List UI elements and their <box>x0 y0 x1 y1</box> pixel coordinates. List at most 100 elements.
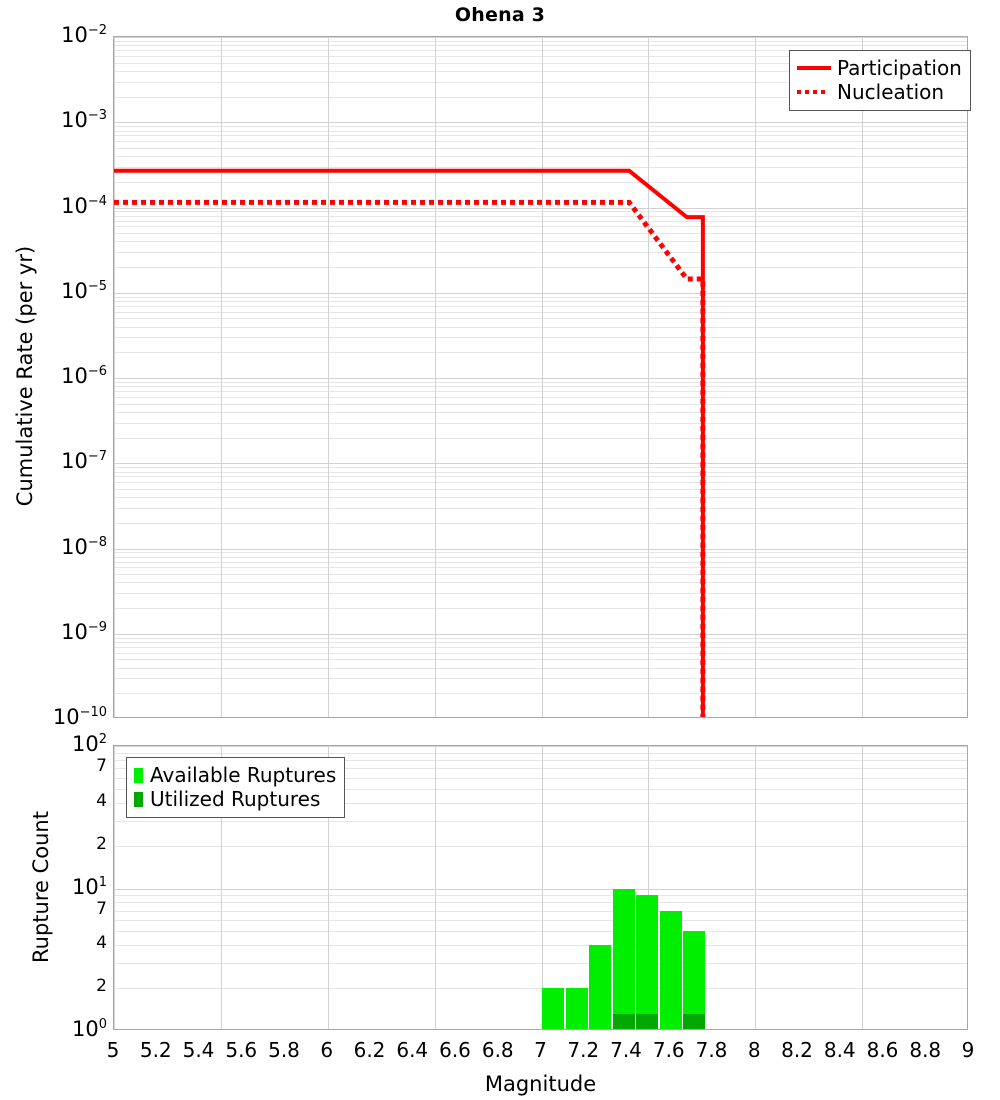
gridline <box>114 82 967 83</box>
gridline <box>114 562 967 563</box>
gridline <box>114 803 967 804</box>
gridline <box>328 37 329 717</box>
gridline <box>114 931 967 932</box>
x-tick-label: 7.4 <box>610 1038 642 1062</box>
gridline <box>114 760 967 761</box>
x-tick-label: 6.6 <box>439 1038 471 1062</box>
curve-legend[interactable]: Participation Nucleation <box>789 50 971 111</box>
gridline <box>114 582 967 583</box>
gridline <box>114 221 967 222</box>
y-tick-label: 2 <box>96 833 107 854</box>
legend-item-participation[interactable]: Participation <box>797 56 962 80</box>
gridline <box>114 642 967 643</box>
gridline <box>114 552 967 553</box>
x-tick-label: 7.8 <box>695 1038 728 1062</box>
gridline <box>114 301 967 302</box>
legend-item-available-ruptures[interactable]: Available Ruptures <box>134 763 336 787</box>
y-tick-label: 102 <box>71 732 107 756</box>
gridline <box>114 135 967 136</box>
gridline <box>114 226 967 227</box>
solid-line-icon <box>797 59 831 77</box>
gridline <box>114 438 967 439</box>
cumulative-rate-plot <box>113 36 968 718</box>
gridline <box>114 476 967 477</box>
gridline <box>114 497 967 498</box>
gridline <box>114 902 967 903</box>
gridline <box>435 37 436 717</box>
bar-available <box>659 910 682 1029</box>
x-tick-label: 8.4 <box>823 1038 856 1062</box>
page-title: Ohena 3 <box>454 4 546 26</box>
x-tick-label: 8.8 <box>909 1038 942 1062</box>
dotted-line-icon <box>797 83 831 101</box>
y-tick-label: 10−5 <box>61 278 107 303</box>
gridline <box>114 963 967 964</box>
x-tick-label: 5 <box>106 1038 120 1062</box>
gridline <box>435 746 436 1029</box>
y-tick-label: 10−6 <box>61 364 107 388</box>
gridline <box>328 746 329 1029</box>
histogram-legend[interactable]: Available Ruptures Utilized Ruptures <box>126 757 346 818</box>
gridline <box>114 297 967 298</box>
gridline <box>114 768 967 769</box>
legend-label-nucleation: Nucleation <box>837 80 945 104</box>
gridline <box>114 523 967 524</box>
y-tick-label: 10−7 <box>61 449 107 474</box>
gridline <box>648 37 649 717</box>
x-tick-label: 7 <box>534 1038 547 1062</box>
gridline <box>114 318 967 319</box>
x-tick-label: 6.4 <box>396 1038 429 1062</box>
gridline <box>221 37 222 717</box>
x-tick-label: 6.8 <box>481 1038 514 1062</box>
gridline <box>755 746 756 1029</box>
y-tick-label: 7 <box>96 898 107 919</box>
gridline <box>114 45 967 46</box>
gridline <box>114 412 967 413</box>
bar-available <box>636 895 659 1029</box>
gridline <box>648 746 649 1029</box>
gridline <box>114 382 967 383</box>
gridline <box>114 508 967 509</box>
x-tick-label: 6.2 <box>353 1038 386 1062</box>
gridline <box>114 63 967 64</box>
gridline <box>114 467 967 468</box>
gridline <box>114 156 967 157</box>
gridline <box>114 659 967 660</box>
gridline <box>114 141 967 142</box>
gridline <box>114 378 967 379</box>
legend-item-utilized-ruptures[interactable]: Utilized Ruptures <box>134 787 336 811</box>
bar-utilized <box>612 1014 635 1029</box>
y-tick-label: 10−4 <box>61 193 107 218</box>
gridline <box>114 252 967 253</box>
gridline <box>114 567 967 568</box>
gridline <box>114 634 967 635</box>
gridline <box>114 241 967 242</box>
gridline <box>114 746 115 1029</box>
utilized-color-swatch <box>134 791 143 807</box>
gridline <box>114 423 967 424</box>
x-tick-label: 5.2 <box>139 1038 172 1062</box>
y-tick-label: 10−2 <box>61 23 107 47</box>
gridline <box>114 463 967 464</box>
curve-layer <box>114 168 706 717</box>
bottom-y-axis-ticks: 100 2 4 7 101 2 4 7 102 <box>0 0 107 1100</box>
bar-available <box>565 988 588 1029</box>
gridline <box>114 148 967 149</box>
gridline <box>114 386 967 387</box>
gridline <box>114 131 967 132</box>
gridline <box>542 746 543 1029</box>
gridline <box>114 352 967 353</box>
x-tick-label: 8 <box>747 1038 761 1062</box>
bar-available <box>683 931 706 1029</box>
gridline <box>862 37 863 717</box>
y-tick-label: 2 <box>96 976 107 997</box>
gridline <box>114 678 967 679</box>
y-tick-label: 101 <box>71 874 107 899</box>
gridline <box>114 753 967 754</box>
gridline <box>114 397 967 398</box>
gridline <box>114 668 967 669</box>
gridline <box>114 789 967 790</box>
legend-item-nucleation[interactable]: Nucleation <box>797 80 962 104</box>
gridline <box>114 211 967 212</box>
